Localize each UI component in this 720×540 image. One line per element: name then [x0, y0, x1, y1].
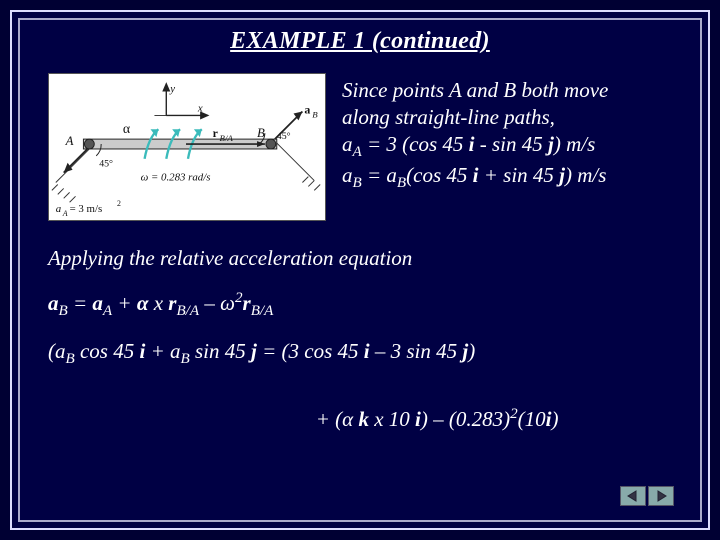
svg-text:A: A	[62, 209, 68, 218]
svg-text:a: a	[304, 102, 310, 116]
expansion-line1: (aB cos 45 i + aB sin 45 j = (3 cos 45 i…	[48, 336, 672, 371]
svg-text:α: α	[123, 121, 130, 136]
side-line4: aB = aB(cos 45 i + sin 45 j) m/s	[342, 162, 608, 194]
inner-frame: EXAMPLE 1 (continued)	[18, 18, 702, 522]
side-line2: along straight-line paths,	[342, 104, 608, 131]
svg-text:B: B	[257, 126, 265, 140]
top-row: y x α r	[48, 73, 672, 221]
next-button[interactable]	[648, 486, 674, 506]
nav-buttons	[620, 486, 674, 506]
expansion-line2: + (α k x 10 i) – (0.283)2(10i)	[48, 371, 672, 467]
relative-accel-equation: aB = aA + α x rB/A – ω2rB/A	[48, 287, 672, 323]
svg-text:a: a	[56, 203, 62, 215]
svg-text:x: x	[197, 102, 203, 114]
mechanics-diagram: y x α r	[48, 73, 326, 221]
side-line3: aA = 3 (cos 45 i - sin 45 j) m/s	[342, 131, 608, 163]
svg-text:r: r	[213, 126, 218, 140]
svg-text:B/A: B/A	[220, 133, 234, 143]
svg-text:= 3 m/s: = 3 m/s	[70, 203, 103, 215]
svg-text:45°: 45°	[277, 131, 291, 142]
svg-text:45°: 45°	[99, 159, 113, 170]
applying-line: Applying the relative acceleration equat…	[48, 243, 672, 275]
slide-title: EXAMPLE 1 (continued)	[48, 28, 672, 55]
svg-text:A: A	[65, 134, 74, 148]
body-text: Applying the relative acceleration equat…	[48, 243, 672, 467]
side-line1: Since points A and B both move	[342, 77, 608, 104]
svg-text:2: 2	[117, 199, 121, 208]
svg-text:ω = 0.283 rad/s: ω = 0.283 rad/s	[141, 172, 211, 184]
svg-text:y: y	[169, 83, 175, 95]
prev-button[interactable]	[620, 486, 646, 506]
side-text: Since points A and B both move along str…	[342, 73, 608, 194]
outer-frame: EXAMPLE 1 (continued)	[10, 10, 710, 530]
svg-text:B: B	[312, 109, 318, 119]
